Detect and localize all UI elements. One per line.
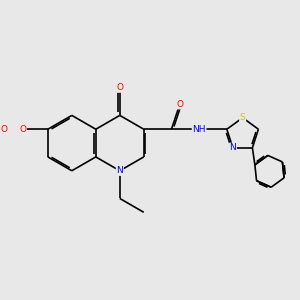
Text: N: N	[230, 143, 236, 152]
Text: NH: NH	[192, 125, 206, 134]
Text: O: O	[1, 125, 8, 134]
Text: O: O	[176, 100, 183, 109]
Text: O: O	[20, 125, 26, 134]
Text: N: N	[116, 166, 123, 175]
Text: O: O	[116, 83, 123, 92]
Text: S: S	[240, 113, 245, 122]
